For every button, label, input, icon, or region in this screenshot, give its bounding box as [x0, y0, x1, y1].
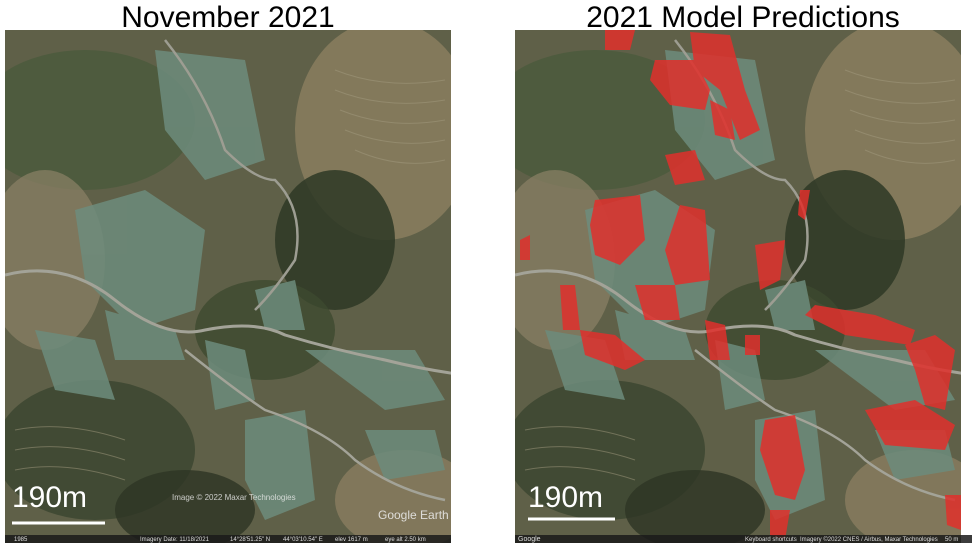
satellite-image [515, 30, 961, 543]
status-text: Keyboard shortcuts [745, 537, 797, 543]
status-text: 44°03'10.54" E [283, 537, 323, 543]
logo: Google [518, 536, 541, 543]
status-text: 1985 [14, 537, 28, 543]
status-text: 50 m [945, 537, 958, 543]
scale-label: 190m [12, 481, 87, 514]
prediction-overlay [520, 30, 961, 540]
scale-label: 190m [528, 481, 603, 514]
satellite-image [5, 30, 451, 543]
status-text: Imagery ©2022 CNES / Airbus, Maxar Techn… [800, 536, 938, 543]
status-bar [5, 535, 451, 543]
panel-title: 2021 Model Predictions [586, 1, 900, 34]
status-text: 14°28'51.25" N [230, 537, 270, 543]
attribution: Image © 2022 Maxar Technologies [172, 493, 296, 502]
status-text: elev 1617 m [335, 537, 368, 543]
panel-title: November 2021 [121, 1, 334, 34]
status-text: eye alt 2.50 km [385, 537, 426, 543]
status-bar [515, 535, 972, 543]
status-text: Imagery Date: 11/18/2021 [140, 537, 210, 543]
watermark: Google Earth [378, 508, 449, 522]
